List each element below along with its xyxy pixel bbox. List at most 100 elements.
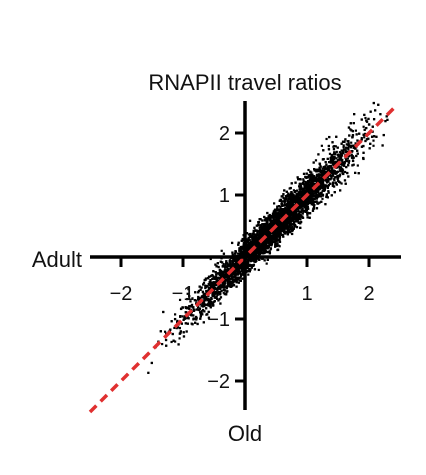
data-point xyxy=(238,247,241,250)
data-point xyxy=(164,338,168,342)
data-point xyxy=(275,228,278,231)
data-point xyxy=(199,288,202,291)
data-point xyxy=(340,163,344,166)
data-point xyxy=(287,230,290,233)
data-point xyxy=(306,185,309,188)
data-point xyxy=(181,315,184,318)
data-point xyxy=(215,273,218,276)
data-point xyxy=(319,185,322,188)
data-point xyxy=(259,246,262,250)
data-point xyxy=(252,263,256,266)
data-point xyxy=(293,218,296,221)
data-point xyxy=(297,191,300,194)
data-point xyxy=(310,185,313,188)
data-point xyxy=(313,175,316,178)
data-point xyxy=(280,202,283,205)
data-point xyxy=(208,275,211,278)
data-point xyxy=(347,142,350,145)
data-point xyxy=(364,116,367,120)
data-point xyxy=(300,206,303,209)
data-point xyxy=(283,229,286,232)
data-point xyxy=(325,170,328,173)
data-point xyxy=(325,195,328,199)
data-point xyxy=(282,208,285,211)
data-point xyxy=(331,181,335,184)
data-point xyxy=(320,200,323,203)
data-point xyxy=(301,182,304,185)
data-point xyxy=(338,165,341,168)
data-point xyxy=(233,269,236,272)
data-point xyxy=(309,201,313,204)
data-point xyxy=(287,211,290,214)
data-point xyxy=(248,238,251,241)
data-point xyxy=(314,191,317,194)
data-point xyxy=(239,274,243,278)
data-point xyxy=(342,144,345,147)
data-point xyxy=(297,178,300,181)
data-point xyxy=(161,342,164,346)
data-point xyxy=(222,291,225,294)
data-point xyxy=(211,302,214,305)
data-point xyxy=(319,173,322,176)
data-point xyxy=(328,170,331,173)
data-point xyxy=(174,313,177,316)
data-point xyxy=(213,291,217,294)
data-point xyxy=(326,157,329,160)
data-point xyxy=(291,203,294,207)
data-point xyxy=(209,303,212,307)
data-point xyxy=(170,340,173,344)
data-point xyxy=(207,283,210,286)
data-point xyxy=(280,229,283,233)
data-point xyxy=(214,271,217,274)
data-point xyxy=(234,264,237,267)
data-point xyxy=(270,231,273,234)
data-point xyxy=(263,225,266,229)
data-point xyxy=(318,201,321,204)
data-point xyxy=(368,123,371,126)
data-point xyxy=(225,271,229,274)
data-point xyxy=(246,251,250,254)
data-point xyxy=(163,330,167,333)
data-point xyxy=(211,277,214,280)
data-point xyxy=(340,149,343,152)
data-point xyxy=(375,135,378,138)
data-point xyxy=(313,203,316,207)
data-point xyxy=(331,162,334,165)
data-point xyxy=(165,344,168,347)
data-point xyxy=(238,266,241,269)
data-point xyxy=(202,296,205,299)
data-point xyxy=(253,268,257,271)
data-point xyxy=(285,230,288,233)
data-point xyxy=(268,252,271,255)
data-point xyxy=(246,240,250,243)
data-point xyxy=(206,284,209,288)
data-point xyxy=(224,282,227,285)
data-point xyxy=(347,146,350,149)
data-point xyxy=(320,191,323,194)
data-point xyxy=(277,205,281,208)
data-point xyxy=(233,263,236,266)
data-point xyxy=(191,297,194,300)
data-point xyxy=(305,206,308,210)
data-point xyxy=(186,297,189,301)
data-point xyxy=(336,146,339,149)
data-point xyxy=(321,185,324,188)
data-point xyxy=(214,263,217,266)
data-point xyxy=(306,213,309,216)
data-point xyxy=(208,288,211,291)
data-point xyxy=(199,311,202,314)
data-point xyxy=(223,289,227,292)
data-point xyxy=(215,295,218,298)
data-point xyxy=(338,167,341,170)
data-point xyxy=(292,189,295,192)
data-point xyxy=(327,184,330,187)
data-point xyxy=(301,216,305,219)
data-point xyxy=(277,244,280,247)
data-point xyxy=(301,189,304,192)
data-point xyxy=(301,212,304,215)
data-point xyxy=(284,206,287,209)
data-point xyxy=(193,299,197,302)
data-point xyxy=(278,234,281,237)
data-point xyxy=(212,275,215,278)
data-point xyxy=(288,217,291,220)
